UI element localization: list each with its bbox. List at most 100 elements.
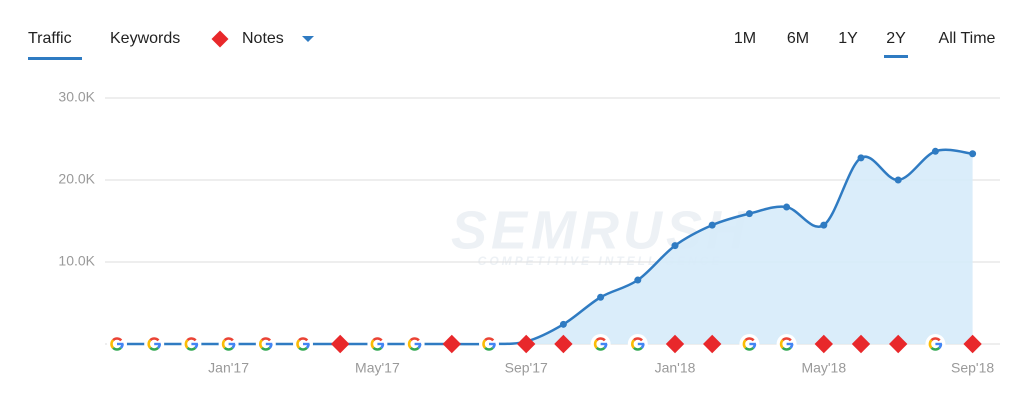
icon-arc	[409, 346, 420, 351]
google-update-icon	[590, 334, 611, 354]
tab[interactable]: Notes	[242, 30, 284, 47]
icon-arc	[409, 337, 420, 342]
icon-arc	[595, 346, 606, 351]
point	[857, 154, 865, 162]
icon-arc	[112, 346, 122, 351]
icon-arc	[147, 339, 152, 349]
icon-arc	[149, 346, 160, 351]
point	[931, 147, 939, 155]
google-update-icon	[255, 334, 276, 354]
point	[671, 242, 679, 250]
notes-diamond	[211, 30, 229, 48]
icon-arc	[930, 346, 941, 351]
icon-arc	[781, 337, 792, 342]
icon-arc	[184, 339, 189, 349]
icon-arc	[296, 339, 301, 349]
point	[820, 221, 828, 229]
icon-arc	[744, 346, 755, 351]
icon-arc	[631, 339, 635, 349]
tab[interactable]: Keywords	[110, 30, 180, 47]
point	[745, 210, 753, 218]
icon-arc	[779, 339, 784, 349]
icon-arc	[484, 346, 494, 351]
note-icon	[665, 334, 685, 354]
icon-arc	[595, 337, 606, 342]
icon-arc	[149, 337, 160, 342]
icon-arc	[370, 339, 375, 349]
range-button[interactable]: 6M	[787, 30, 809, 47]
note-icon	[554, 334, 573, 354]
google-update-icon	[107, 334, 127, 354]
y-tick-label: 30.0K	[58, 89, 95, 105]
google-update-icon	[479, 334, 499, 354]
icon-arc	[298, 337, 309, 342]
icon-arc	[482, 339, 487, 349]
note-icon	[517, 334, 536, 354]
icon-arc	[186, 337, 197, 342]
range-button[interactable]: 1M	[734, 30, 756, 47]
icon-arc	[593, 339, 598, 349]
area	[117, 149, 973, 345]
icon-arc	[260, 337, 272, 342]
google-update-icon	[181, 334, 202, 354]
icon-arc	[221, 339, 226, 349]
x-tick-label: Sep'17	[505, 360, 548, 376]
y-tick-label: 10.0K	[58, 253, 95, 269]
x-tick-label: Jan'17	[208, 360, 249, 376]
point	[634, 276, 642, 284]
note-icon	[442, 334, 461, 354]
point	[894, 176, 902, 184]
icon-arc	[298, 346, 308, 351]
google-update-icon	[739, 334, 760, 354]
google-update-icon	[404, 334, 425, 354]
icon-arc	[372, 337, 383, 342]
point	[969, 150, 977, 158]
icon-arc	[260, 346, 271, 351]
icon-arc	[930, 337, 941, 342]
google-update-icon	[627, 334, 648, 354]
google-update-icon	[218, 334, 239, 354]
note-icon	[963, 334, 982, 354]
point	[708, 221, 716, 229]
note-icon	[889, 334, 908, 354]
range-button[interactable]: All Time	[939, 30, 996, 47]
icon-arc	[407, 339, 412, 349]
icon-arc	[781, 346, 792, 351]
x-tick-label: May'17	[355, 360, 400, 376]
google-update-icon	[776, 334, 797, 354]
x-tick-label: May'18	[801, 360, 846, 376]
tab[interactable]: Traffic	[28, 30, 72, 47]
icon-arc	[632, 337, 644, 342]
icon-arc	[928, 339, 933, 349]
note-icon	[851, 334, 871, 354]
x-tick-label: Sep'18	[951, 360, 994, 376]
icon-arc	[484, 337, 495, 342]
google-update-icon	[925, 334, 946, 354]
icon-arc	[632, 346, 643, 351]
icon-arc	[744, 337, 755, 342]
point	[597, 293, 605, 301]
range-button[interactable]: 2Y	[886, 30, 906, 47]
icon-arc	[259, 339, 263, 349]
range-underline	[884, 55, 908, 58]
notes-caret	[302, 36, 314, 42]
x-tick-label: Jan'18	[655, 360, 696, 376]
icon-arc	[112, 337, 123, 342]
point	[783, 203, 791, 211]
y-tick-label: 20.0K	[58, 171, 95, 187]
icon-arc	[186, 346, 197, 351]
icon-arc	[742, 339, 747, 349]
note-icon	[331, 334, 350, 354]
point	[559, 320, 567, 328]
tab-underline	[28, 57, 82, 60]
google-update-icon	[367, 334, 388, 354]
note-icon	[703, 334, 722, 354]
icon-arc	[110, 339, 115, 349]
icon-arc	[223, 346, 234, 351]
google-update-icon	[293, 334, 313, 354]
icon-arc	[223, 337, 234, 342]
icon-arc	[372, 346, 383, 351]
google-update-icon	[144, 334, 165, 354]
range-button[interactable]: 1Y	[838, 30, 858, 47]
